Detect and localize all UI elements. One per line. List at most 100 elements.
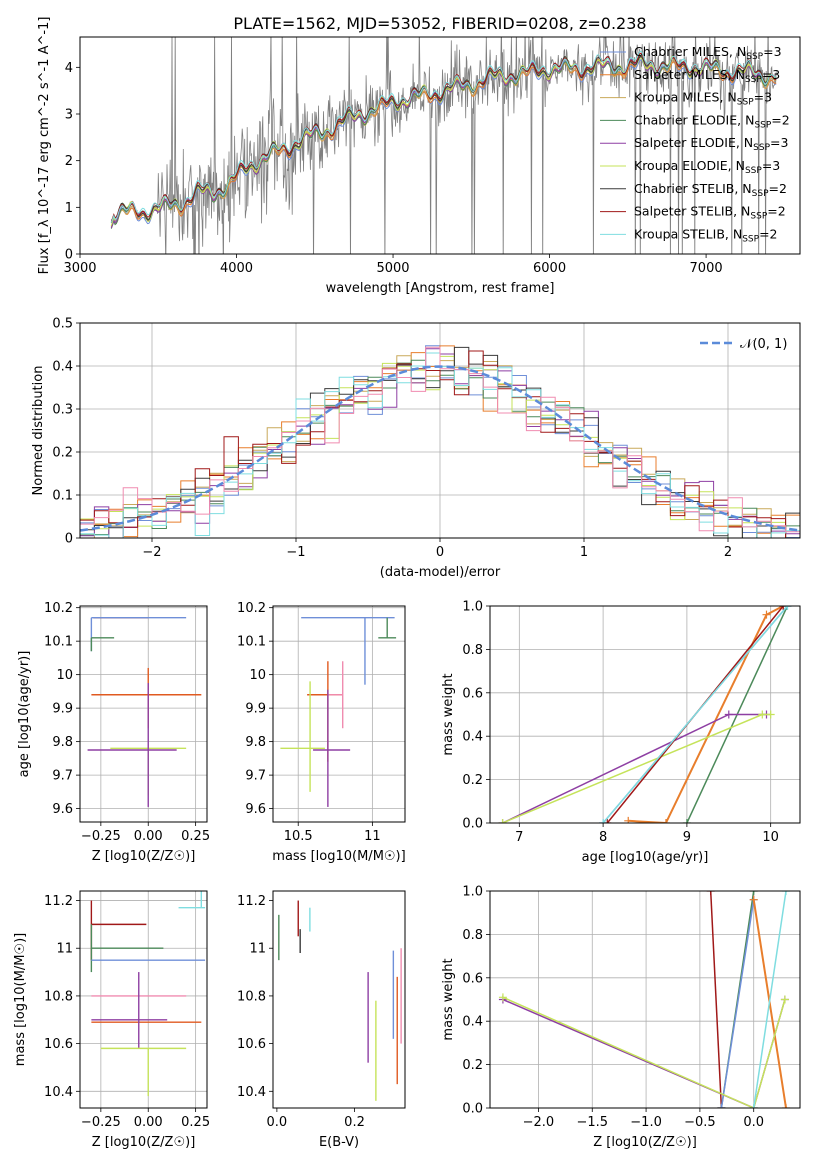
x-tick-label: 0.00 [134, 1115, 163, 1130]
x-tick-label: −1.5 [576, 1115, 608, 1130]
y-tick-label: 1.0 [462, 885, 483, 900]
weight-marker [498, 993, 507, 1002]
legend-label: 𝒩(0, 1) [740, 337, 787, 352]
x-tick-label: 4000 [220, 261, 253, 276]
legend-label: Chabrier ELODIE, NSSP=2 [634, 112, 790, 130]
data-point [91, 972, 168, 1049]
x-tick-label: −2.0 [523, 1115, 555, 1130]
y-tick-label: 0.0 [462, 817, 483, 832]
y-tick-label: 0.8 [462, 643, 483, 658]
ticks: 0.0 0.2 10.4 10.6 10.8 11 11.2 [237, 894, 365, 1130]
data-point [90, 900, 147, 961]
weight-marker [749, 891, 758, 895]
ticks: −2 −1 0 1 2 0 0.1 0.2 0.3 0.4 0.5 [52, 317, 732, 561]
ticks: −0.25 0.00 0.25 9.6 9.7 9.8 9.9 10 10.1 10.2 [44, 601, 210, 844]
y-tick-label: 10.8 [44, 989, 73, 1004]
legend-label: Kroupa MILES, NSSP=3 [634, 90, 772, 108]
weight-marker [661, 819, 670, 823]
data-point [90, 637, 115, 652]
axes-frame [489, 890, 801, 1109]
weight-series [599, 606, 792, 823]
grid [80, 891, 207, 1108]
x-axis-label: wavelength [Angstrom, rest frame] [326, 281, 555, 296]
y-tick-label: 11.2 [237, 894, 266, 909]
ticks: 7 8 9 10 0.0 0.2 0.4 0.6 0.8 1.0 [462, 600, 779, 846]
weight-line [628, 606, 784, 823]
y-tick-label: 10 [56, 668, 73, 683]
y-tick-label: 10 [249, 668, 266, 683]
legend-label: Salpeter ELODIE, NSSP=3 [634, 135, 788, 153]
y-tick-label: 10.4 [44, 1085, 73, 1100]
x-tick-label: 0.00 [134, 829, 163, 844]
data-point [87, 683, 177, 807]
grid [80, 606, 207, 822]
y-axis-label: mass weight [441, 673, 456, 755]
y-tick-label: 0.5 [52, 317, 73, 332]
mass-vs-metallicity-panel: −0.25 0.00 0.25 10.4 10.6 10.8 11 11.2 Z [log10(… [13, 890, 210, 1150]
y-tick-label: 0.2 [52, 446, 73, 461]
x-axis-label: E(B-V) [319, 1135, 359, 1150]
y-axis-label: Flux [f_λ 10^-17 erg cm^-2 s^-1 A^-1] [37, 17, 52, 275]
plot-area [280, 617, 397, 807]
data-point [327, 661, 344, 729]
y-tick-label: 0.3 [52, 403, 73, 418]
weight-marker [782, 1104, 791, 1108]
plot-area [110, 37, 777, 254]
y-tick-label: 0.4 [462, 730, 483, 745]
x-tick-label: 1 [580, 545, 588, 560]
x-axis-label: age [log10(age/yr)] [582, 850, 709, 865]
weight-marker [782, 891, 791, 895]
y-tick-label: 11 [56, 942, 73, 957]
plot-area [498, 606, 792, 823]
weight-marker [717, 1104, 726, 1108]
x-tick-label: −1.0 [630, 1115, 662, 1130]
plot-area [87, 617, 202, 807]
mass-vs-extinction-panel: 0.0 0.2 10.4 10.6 10.8 11 11.2 E(B-V) [237, 890, 406, 1150]
y-tick-label: 0.6 [462, 971, 483, 986]
y-tick-label: 0.2 [462, 1058, 483, 1073]
model-line [110, 50, 777, 223]
x-tick-label: 0.2 [344, 1115, 365, 1130]
weight-line [502, 996, 786, 1108]
data-point [301, 617, 395, 685]
model-line [110, 55, 777, 223]
y-axis-label: mass [log10(M/M☉)] [13, 933, 28, 1066]
y-tick-label: 10.8 [237, 989, 266, 1004]
ticks: −0.25 0.00 0.25 10.4 10.6 10.8 11 11.2 [44, 894, 210, 1130]
x-axis-label: Z [log10(Z/Z☉)] [92, 1135, 196, 1150]
x-tick-label: 11 [364, 829, 381, 844]
weight-marker [682, 819, 691, 823]
plot-area [498, 891, 791, 1108]
data-point [178, 891, 206, 909]
weight-marker [758, 710, 767, 719]
axes-frame [272, 890, 406, 1109]
axes-frame [79, 322, 801, 539]
x-tick-label: −2 [142, 545, 161, 560]
x-axis-label: Z [log10(Z/Z☉)] [92, 849, 196, 864]
grid [273, 606, 405, 822]
weight-line [709, 891, 723, 1108]
y-tick-label: 0 [65, 532, 73, 547]
y-tick-label: 10.2 [44, 601, 73, 616]
y-tick-label: 0.0 [462, 1102, 483, 1117]
y-tick-label: 4 [65, 61, 73, 76]
x-axis-label: mass [log10(M/M☉)] [272, 849, 405, 864]
y-tick-label: 11 [249, 942, 266, 957]
x-tick-label: 0.0 [267, 1115, 288, 1130]
age-vs-metallicity-panel: −0.25 0.00 0.25 9.6 9.7 9.8 9.9 10 10.1 10.2 Z [lo… [17, 601, 210, 864]
legend: Chabrier MILES, NSSP=3 Salpeter MILES, NS… [600, 44, 790, 244]
weight-marker [624, 816, 633, 823]
legend-label: Kroupa ELODIE, NSSP=3 [634, 158, 780, 176]
histogram-step [80, 346, 800, 533]
y-tick-label: 0.2 [462, 773, 483, 788]
weight-series [717, 895, 758, 1108]
y-tick-label: 9.8 [245, 735, 266, 750]
legend-label: Salpeter STELIB, NSSP=2 [634, 204, 786, 222]
plot-area [90, 891, 206, 1097]
weight-marker [599, 819, 608, 823]
x-tick-label: −0.5 [684, 1115, 716, 1130]
x-tick-label: 3000 [63, 261, 96, 276]
ticks: −2.0 −1.5 −1.0 −0.5 0.0 0.0 0.2 0.4 0.6 0.8 1.0 [462, 885, 764, 1131]
y-axis-label: mass weight [441, 958, 456, 1040]
weight-marker [749, 895, 758, 904]
